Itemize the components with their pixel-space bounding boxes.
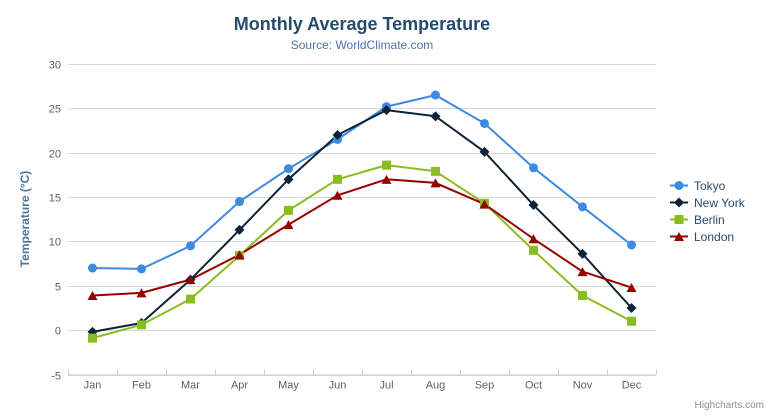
marker-london[interactable] <box>577 267 588 277</box>
series-line-london <box>91 178 633 297</box>
marker-tokyo[interactable] <box>627 240 636 250</box>
x-axis-tick-label: Jul <box>379 380 393 392</box>
x-axis-tick-label: Dec <box>622 380 642 392</box>
circle-legend-symbol-icon <box>670 181 688 190</box>
marker-new-york[interactable] <box>626 302 637 313</box>
y-axis-title: Temperature (°C) <box>18 170 32 268</box>
legend-item-label: Tokyo <box>694 178 726 193</box>
y-axis-tick-label: 25 <box>49 104 61 116</box>
marker-berlin[interactable] <box>578 291 587 301</box>
legend-item-london[interactable]: London <box>670 228 745 245</box>
marker-tokyo[interactable] <box>235 197 244 207</box>
y-axis-tick-label: 30 <box>49 60 61 72</box>
series-line-berlin <box>91 164 633 340</box>
credits-link[interactable]: Highcharts.com <box>694 400 764 411</box>
y-axis-tick-label: 20 <box>49 149 61 161</box>
marker-london[interactable] <box>185 275 196 285</box>
x-axis-tick-label: Jun <box>329 380 347 392</box>
legend-item-label: Berlin <box>694 212 725 227</box>
marker-london[interactable] <box>430 178 441 188</box>
marker-berlin[interactable] <box>627 316 636 326</box>
y-axis-tick-label: 15 <box>49 193 61 205</box>
marker-new-york[interactable] <box>332 129 343 140</box>
marker-tokyo[interactable] <box>284 164 293 174</box>
x-axis-tick-label: Oct <box>525 380 542 392</box>
legend-item-new-york[interactable]: New York <box>670 194 745 211</box>
marker-new-york[interactable] <box>381 105 392 116</box>
marker-london[interactable] <box>528 234 539 244</box>
y-axis-tick-label: 0 <box>55 326 61 338</box>
marker-tokyo[interactable] <box>88 263 97 273</box>
marker-london[interactable] <box>479 199 490 209</box>
marker-london[interactable] <box>283 220 294 230</box>
marker-new-york[interactable] <box>430 111 441 122</box>
x-axis-tick-label: Aug <box>426 380 446 392</box>
y-axis-tick-label: -5 <box>51 371 61 383</box>
chart-title: Monthly Average Temperature <box>233 14 491 34</box>
marker-new-york[interactable] <box>234 224 245 235</box>
marker-berlin[interactable] <box>431 166 440 176</box>
x-axis-tick-label: May <box>278 380 299 392</box>
x-axis-tick-label: Feb <box>132 380 151 392</box>
x-axis-tick-label: Jan <box>84 380 102 392</box>
marker-new-york[interactable] <box>479 146 490 157</box>
marker-london[interactable] <box>87 291 98 301</box>
legend-item-tokyo[interactable]: Tokyo <box>670 177 745 194</box>
marker-tokyo[interactable] <box>186 241 195 251</box>
marker-tokyo[interactable] <box>480 118 489 128</box>
marker-berlin[interactable] <box>88 333 97 343</box>
export-menu-button[interactable] <box>730 20 750 39</box>
marker-berlin[interactable] <box>529 245 538 255</box>
diamond-legend-symbol-icon <box>670 197 688 208</box>
marker-london[interactable] <box>381 174 392 184</box>
series-line-tokyo <box>91 94 633 270</box>
triangle-legend-symbol-icon <box>670 232 688 241</box>
marker-berlin[interactable] <box>333 174 342 184</box>
x-axis-tick-label: Nov <box>573 380 593 392</box>
marker-berlin[interactable] <box>186 294 195 304</box>
marker-berlin[interactable] <box>284 205 293 215</box>
legend-item-label: New York <box>694 195 745 210</box>
marker-tokyo[interactable] <box>431 90 440 100</box>
y-axis-tick-label: 5 <box>55 282 61 294</box>
marker-tokyo[interactable] <box>137 264 146 274</box>
diamond-marker-icon[interactable] <box>674 197 684 208</box>
marker-berlin[interactable] <box>382 160 391 170</box>
marker-new-york[interactable] <box>577 248 588 259</box>
marker-berlin[interactable] <box>137 320 146 330</box>
series-line-new-york <box>91 109 633 333</box>
marker-new-york[interactable] <box>283 174 294 185</box>
marker-london[interactable] <box>332 190 343 200</box>
triangle-marker-icon[interactable] <box>674 232 684 241</box>
legend: Tokyo New York Berlin London <box>670 177 745 245</box>
y-axis-tick-label: 10 <box>49 237 61 249</box>
legend-item-berlin[interactable]: Berlin <box>670 211 745 228</box>
marker-new-york[interactable] <box>528 200 539 211</box>
square-legend-symbol-icon <box>670 215 688 224</box>
x-axis-tick-label: Sep <box>475 380 495 392</box>
marker-london[interactable] <box>136 288 147 298</box>
marker-london[interactable] <box>234 250 245 260</box>
x-axis-tick-label: Mar <box>181 380 200 392</box>
marker-tokyo[interactable] <box>578 202 587 212</box>
legend-item-label: London <box>694 229 735 244</box>
marker-tokyo[interactable] <box>529 163 538 173</box>
circle-marker-icon[interactable] <box>674 181 684 190</box>
chart-subtitle: Source: WorldClimate.com <box>290 38 434 52</box>
marker-london[interactable] <box>626 283 637 293</box>
x-axis-tick-label: Apr <box>231 380 248 392</box>
square-marker-icon[interactable] <box>674 215 684 224</box>
